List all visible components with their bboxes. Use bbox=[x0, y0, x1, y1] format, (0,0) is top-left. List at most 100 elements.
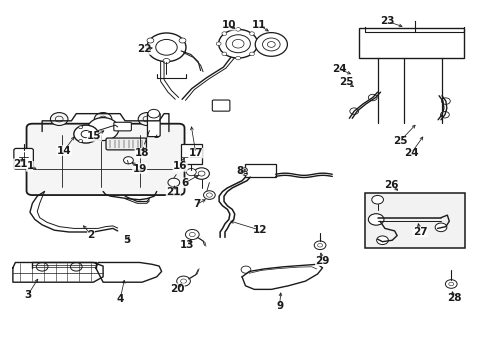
Circle shape bbox=[74, 125, 98, 143]
Circle shape bbox=[167, 178, 179, 187]
Text: 16: 16 bbox=[173, 161, 187, 171]
Circle shape bbox=[123, 157, 133, 164]
FancyBboxPatch shape bbox=[212, 100, 229, 111]
FancyBboxPatch shape bbox=[106, 138, 146, 150]
Circle shape bbox=[50, 113, 68, 126]
Circle shape bbox=[448, 282, 453, 286]
Text: 10: 10 bbox=[221, 20, 236, 30]
Circle shape bbox=[79, 139, 82, 142]
Circle shape bbox=[267, 41, 275, 47]
Circle shape bbox=[81, 131, 91, 138]
Text: 25: 25 bbox=[392, 136, 407, 145]
Text: 17: 17 bbox=[188, 148, 203, 158]
Bar bbox=[358, 28, 463, 58]
Circle shape bbox=[249, 32, 254, 35]
Text: 21: 21 bbox=[166, 187, 180, 197]
Circle shape bbox=[349, 108, 358, 114]
Circle shape bbox=[143, 116, 151, 122]
Circle shape bbox=[180, 279, 186, 283]
Text: 13: 13 bbox=[180, 240, 194, 250]
Circle shape bbox=[148, 109, 159, 118]
Circle shape bbox=[241, 171, 247, 176]
Circle shape bbox=[241, 168, 247, 172]
Bar bbox=[245, 163, 275, 177]
Circle shape bbox=[255, 33, 287, 56]
Text: 28: 28 bbox=[446, 293, 461, 303]
Text: 6: 6 bbox=[181, 178, 188, 188]
Circle shape bbox=[317, 243, 322, 247]
Text: 26: 26 bbox=[384, 180, 398, 190]
Circle shape bbox=[94, 113, 112, 126]
Circle shape bbox=[445, 280, 456, 288]
Circle shape bbox=[376, 236, 387, 244]
Circle shape bbox=[206, 193, 212, 197]
Text: 14: 14 bbox=[57, 145, 71, 156]
Circle shape bbox=[189, 232, 195, 237]
Text: 27: 27 bbox=[412, 227, 427, 237]
Circle shape bbox=[147, 38, 154, 43]
Circle shape bbox=[87, 118, 119, 140]
Text: 25: 25 bbox=[338, 77, 352, 87]
Text: 8: 8 bbox=[236, 166, 243, 176]
Circle shape bbox=[225, 35, 250, 53]
Circle shape bbox=[198, 171, 204, 176]
Circle shape bbox=[36, 262, 48, 271]
Circle shape bbox=[70, 262, 82, 271]
Circle shape bbox=[203, 191, 215, 199]
Circle shape bbox=[255, 42, 260, 45]
Circle shape bbox=[55, 116, 63, 122]
Text: 24: 24 bbox=[403, 148, 418, 158]
Circle shape bbox=[95, 133, 99, 135]
Text: 9: 9 bbox=[276, 301, 283, 311]
Circle shape bbox=[216, 42, 221, 45]
Circle shape bbox=[218, 30, 257, 58]
Text: 15: 15 bbox=[87, 131, 102, 141]
Circle shape bbox=[367, 214, 383, 225]
Text: 24: 24 bbox=[331, 64, 346, 74]
Circle shape bbox=[99, 116, 107, 122]
Circle shape bbox=[367, 94, 376, 101]
FancyBboxPatch shape bbox=[114, 122, 131, 131]
Text: 4: 4 bbox=[116, 294, 123, 304]
Circle shape bbox=[193, 168, 209, 179]
Circle shape bbox=[232, 40, 244, 48]
Text: 5: 5 bbox=[122, 235, 130, 245]
Text: 23: 23 bbox=[380, 17, 394, 27]
Circle shape bbox=[441, 98, 449, 104]
Text: 22: 22 bbox=[137, 45, 151, 54]
Bar bbox=[365, 193, 465, 248]
Text: 2: 2 bbox=[87, 230, 94, 239]
Text: 12: 12 bbox=[252, 225, 267, 235]
Text: 3: 3 bbox=[24, 291, 31, 301]
Circle shape bbox=[235, 56, 240, 60]
Circle shape bbox=[222, 52, 226, 56]
Circle shape bbox=[186, 168, 196, 176]
FancyBboxPatch shape bbox=[26, 124, 184, 195]
Circle shape bbox=[176, 276, 190, 286]
Circle shape bbox=[262, 38, 280, 51]
Circle shape bbox=[241, 266, 250, 273]
Text: 7: 7 bbox=[193, 199, 200, 210]
Circle shape bbox=[163, 58, 169, 63]
Text: 29: 29 bbox=[315, 256, 329, 266]
Bar bbox=[181, 144, 201, 164]
Circle shape bbox=[314, 241, 325, 249]
Circle shape bbox=[235, 28, 240, 31]
Text: 18: 18 bbox=[135, 148, 149, 158]
FancyBboxPatch shape bbox=[147, 113, 160, 136]
Text: 19: 19 bbox=[132, 163, 146, 174]
Circle shape bbox=[138, 113, 156, 126]
Text: 1: 1 bbox=[26, 161, 34, 171]
Circle shape bbox=[156, 40, 177, 55]
Text: 21: 21 bbox=[13, 159, 27, 169]
Text: 11: 11 bbox=[251, 20, 266, 30]
Circle shape bbox=[434, 223, 446, 231]
Circle shape bbox=[249, 52, 254, 56]
Circle shape bbox=[185, 229, 199, 239]
Text: 20: 20 bbox=[170, 284, 184, 294]
Circle shape bbox=[222, 32, 226, 35]
Circle shape bbox=[179, 38, 185, 43]
Circle shape bbox=[371, 195, 383, 204]
Circle shape bbox=[440, 112, 448, 118]
Circle shape bbox=[79, 126, 82, 129]
